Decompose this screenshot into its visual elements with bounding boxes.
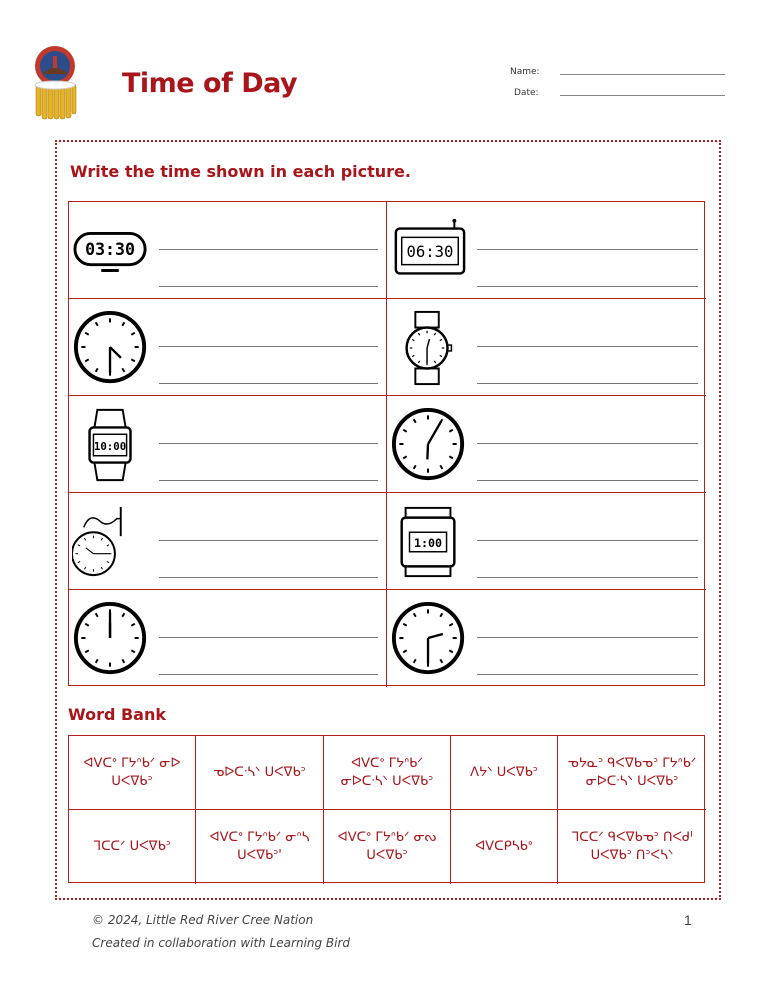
- watch-display-text: 10:00: [94, 440, 126, 453]
- alarm-clock-icon: 03:30: [73, 231, 147, 272]
- word-bank-item: ᒣᑕᑕᐟ ᑫᐸᐁᑲᓀᐣ ᑎᐸᑯᑊ ᑌᐸᐁᑲᐣ ᑎᐣᐸᓴᐠ: [571, 830, 693, 863]
- answer-line[interactable]: [477, 480, 698, 481]
- answer-line[interactable]: [159, 286, 378, 287]
- date-label: Date:: [514, 88, 539, 98]
- word-bank-item: ᐊᐯᑕᐤ ᒥᔭᐢᑲᐟ ᓂᐢᓴ ᑌᐸᐁᑲᐣ': [196, 810, 324, 884]
- answer-line[interactable]: [477, 577, 698, 578]
- page-number: 1: [684, 912, 692, 928]
- answer-line[interactable]: [477, 346, 698, 347]
- picture-cell: [69, 299, 387, 396]
- answer-line[interactable]: [159, 480, 378, 481]
- answer-line[interactable]: [159, 249, 378, 250]
- picture-cell: [387, 396, 706, 493]
- answer-line[interactable]: [159, 443, 378, 444]
- digital-clock-icon: 06:30: [394, 218, 466, 275]
- picture-cell: 03:30: [69, 202, 387, 299]
- word-bank-item: ᐊᐯᑕᐤ ᒥᔭᐢᑲᐟ ᓂᔓ ᑌᐸᐁᑲᐣ: [324, 810, 451, 884]
- picture-cell: 10:00: [69, 396, 387, 493]
- hour-hand: [427, 632, 444, 640]
- picture-grid: 03:30 06:30 10:00 1:00: [68, 201, 706, 687]
- answer-line[interactable]: [159, 637, 378, 638]
- worksheet-frame: [55, 140, 721, 900]
- wristwatch-icon: [405, 310, 453, 386]
- word-bank-item: ᓀᐅᑕᐧᓴᐠ ᑌᐸᐁᑲᐣ: [196, 736, 324, 810]
- clock-display-text: 03:30: [85, 240, 135, 259]
- hour-hand: [85, 547, 94, 555]
- digital-watch-square-icon: 1:00: [400, 506, 456, 578]
- credit: Created in collaboration with Learning B…: [92, 936, 351, 950]
- clock-display-text: 06:30: [406, 243, 453, 261]
- word-bank-item: ᒣᑕᑕᐟ ᑌᐸᐁᑲᐣ: [69, 810, 196, 884]
- page-title: Time of Day: [122, 68, 298, 99]
- answer-line[interactable]: [159, 346, 378, 347]
- answer-line[interactable]: [159, 540, 378, 541]
- answer-line[interactable]: [477, 540, 698, 541]
- answer-line[interactable]: [477, 286, 698, 287]
- answer-line[interactable]: [477, 674, 698, 675]
- analog-clock-icon: [73, 310, 147, 384]
- name-label: Name:: [510, 67, 540, 77]
- word-bank-item: ᐊᐯᑕᐤ ᒥᔭᐢᑲᐟ ᓂᐅ ᑌᐸᐁᑲᐣ: [69, 736, 196, 810]
- picture-cell: [387, 590, 706, 687]
- answer-line[interactable]: [477, 637, 698, 638]
- picture-cell: 1:00: [387, 493, 706, 590]
- picture-cell: [69, 590, 387, 687]
- watch-display-text: 1:00: [414, 536, 442, 550]
- analog-clock-icon: [73, 601, 147, 675]
- answer-line[interactable]: [159, 577, 378, 578]
- answer-line[interactable]: [477, 249, 698, 250]
- picture-cell: [69, 493, 387, 590]
- date-field[interactable]: [560, 95, 725, 96]
- nation-logo: [34, 46, 77, 120]
- hour-hand: [109, 346, 122, 359]
- picture-cell: 06:30: [387, 202, 706, 299]
- analog-clock-icon: [391, 407, 465, 481]
- word-bank-item: ᐱᔭᐠ ᑌᐸᐁᑲᐣ: [451, 736, 558, 810]
- analog-clock-icon: [391, 601, 465, 675]
- word-bank-table: ᐊᐯᑕᐤ ᒥᔭᐢᑲᐟ ᓂᐅ ᑌᐸᐁᑲᐣ ᓀᐅᑕᐧᓴᐠ ᑌᐸᐁᑲᐣ ᐊᐯᑕᐤ ᒥᔭᐢᑲ…: [68, 735, 706, 884]
- digital-watch-icon: 10:00: [88, 408, 132, 482]
- minute-hand: [427, 421, 442, 445]
- hour-hand: [426, 443, 430, 460]
- answer-line[interactable]: [159, 674, 378, 675]
- word-bank-item: ᓀᔭᓇᐣ ᑫᐸᐁᑲᓀᐣ ᒥᔭᐢᑲᐟ ᓂᐅᑕᐧᓴᐠ ᑌᐸᐁᑲᐣ: [558, 736, 706, 810]
- answer-line[interactable]: [477, 383, 698, 384]
- hour-hand: [426, 338, 431, 349]
- copyright: © 2024, Little Red River Cree Nation: [92, 913, 314, 927]
- word-bank-label: Word Bank: [68, 705, 167, 724]
- answer-line[interactable]: [477, 443, 698, 444]
- instruction: Write the time shown in each picture.: [70, 162, 411, 181]
- name-field[interactable]: [560, 74, 725, 75]
- answer-line[interactable]: [159, 383, 378, 384]
- pocket-watch-icon: [72, 506, 122, 577]
- picture-cell: [387, 299, 706, 396]
- word-bank-item: ᐊᐯᑕᑭᓴᑲᐤ: [451, 810, 558, 884]
- word-bank-item: ᐊᐯᑕᐤ ᒥᔭᐢᑲᐟ ᓂᐅᑕᐧᓴᐠ ᑌᐸᐁᑲᐣ: [324, 736, 451, 810]
